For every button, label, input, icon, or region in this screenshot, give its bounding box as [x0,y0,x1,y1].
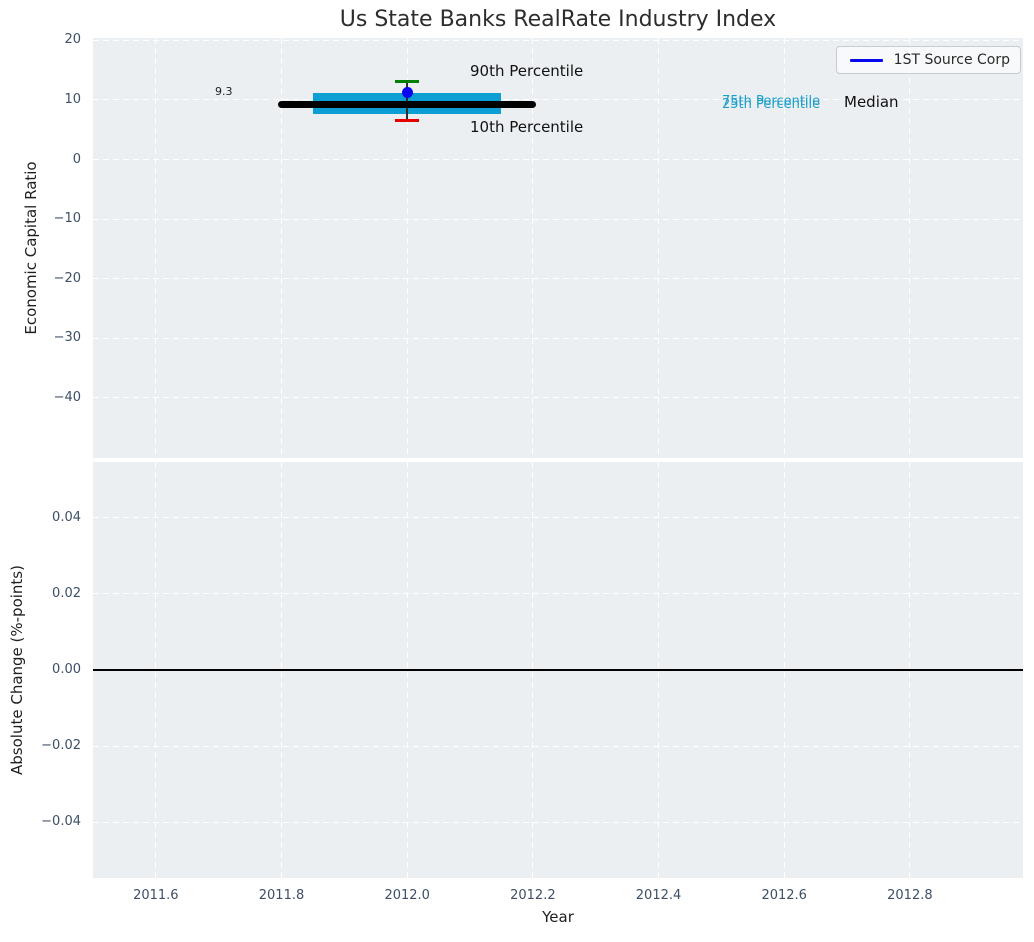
y-tick-label: −0.02 [25,737,81,755]
y-gridline [93,822,1023,823]
y-gridline [93,159,1023,160]
y-gridline [93,746,1023,747]
median-value-label: 9.3 [215,85,233,98]
legend-label: 1ST Source Corp [894,52,1010,68]
p90-annotation: 90th Percentile [470,62,583,80]
p90-cap [395,80,419,83]
x-tick-label: 2012.0 [372,888,442,903]
y-tick-label: 10 [25,91,81,109]
y-gridline [93,278,1023,279]
y-gridline [93,397,1023,398]
x-tick-label: 2011.6 [121,888,191,903]
y-tick-label: 0.02 [25,585,81,603]
figure: Us State Banks RealRate Industry Index 9… [0,0,1034,942]
y-gridline [93,338,1023,339]
y-gridline [93,517,1023,518]
x-tick-label: 2012.2 [498,888,568,903]
y-gridline [93,219,1023,220]
y-tick-label: −40 [25,389,81,407]
x-gridline [155,38,156,458]
y-tick-label: 0.04 [25,509,81,527]
y-gridline [93,40,1023,41]
x-gridline [909,38,910,458]
y-tick-label: 0 [25,151,81,169]
bottom-plot-area [93,462,1023,878]
y-tick-label: −10 [25,210,81,228]
y-axis-label-bottom: Absolute Change (%-points) [8,460,26,880]
x-gridline [658,38,659,458]
y-tick-label: −30 [25,329,81,347]
y-tick-label: −0.04 [25,813,81,831]
x-tick-label: 2012.4 [624,888,694,903]
legend-line-swatch [850,59,883,62]
x-axis-label: Year [93,908,1023,926]
p25-annotation: 25th Percentile [722,97,820,112]
legend: 1ST Source Corp [836,46,1021,74]
zero-line [93,669,1023,671]
median-annotation: Median [844,93,899,111]
chart-title: Us State Banks RealRate Industry Index [93,7,1023,32]
company-data-point [402,87,413,98]
y-tick-label: 0.00 [25,661,81,679]
y-tick-label: −20 [25,270,81,288]
x-tick-label: 2011.8 [247,888,317,903]
median-line [278,101,536,108]
x-tick-label: 2012.6 [749,888,819,903]
p10-cap [395,119,419,122]
x-tick-label: 2012.8 [875,888,945,903]
y-tick-label: 20 [25,31,81,49]
y-gridline [93,593,1023,594]
p10-annotation: 10th Percentile [470,118,583,136]
